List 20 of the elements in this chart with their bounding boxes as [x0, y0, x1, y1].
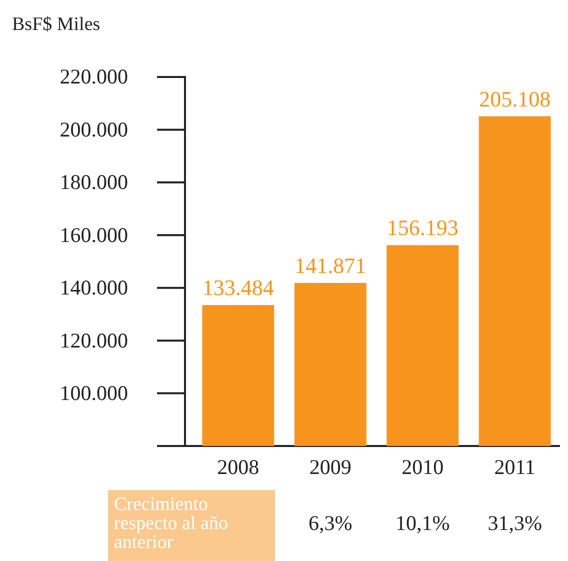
text: Crecimiento respecto al año anterior: [114, 494, 228, 553]
text: 31,3%: [488, 511, 542, 535]
y-tick-label: 100.000: [60, 381, 128, 406]
data-label: 156.193: [386, 215, 458, 240]
y-tick-label: 140.000: [60, 276, 128, 300]
y-axis-title: BsF$ Miles: [12, 14, 100, 35]
x-tick-label: 2011: [494, 455, 536, 480]
y-tick-label: 120.000: [60, 328, 128, 352]
data-label: 133.484: [202, 275, 274, 300]
text: 6,3%: [308, 511, 352, 535]
y-tick-label: 220.000: [60, 64, 128, 89]
y-tick-label: 180.000: [60, 170, 128, 194]
data-label: 205.108: [479, 86, 551, 112]
data-label: 141.871: [294, 252, 366, 278]
x-tick-label: 2009: [309, 455, 352, 480]
y-tick-label: 200.000: [60, 117, 128, 142]
y-tick-label: 160.000: [60, 222, 128, 247]
x-tick-label: 2008: [217, 455, 260, 480]
x-tick-label: 2010: [402, 455, 444, 480]
text: 10,1%: [395, 511, 450, 535]
